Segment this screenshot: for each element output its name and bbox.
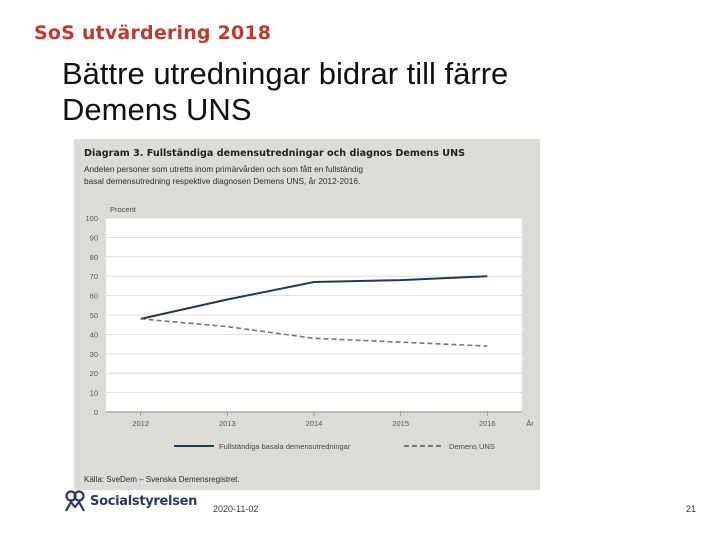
chart-subtitle-line1: Andelen personer som utretts inom primär… [84,164,363,174]
y-tick-label: 30 [90,350,98,359]
y-tick-label: 20 [90,369,98,378]
y-tick-label: 80 [90,253,98,262]
slide-title: Bättre utredningar bidrar till färre Dem… [62,56,682,128]
y-tick-label: 0 [94,408,98,417]
x-axis-label: År [526,419,534,428]
chart-panel: Diagram 3. Fullständiga demensutredninga… [74,139,540,490]
x-tick-label: 2016 [479,419,496,428]
footer-logo-text: Socialstyrelsen [90,493,198,509]
y-tick-label: 90 [90,233,98,242]
chart-title: Diagram 3. Fullständiga demensutredninga… [84,148,465,159]
footer-date: 2020-11-02 [213,504,259,514]
x-tick-label: 2012 [132,419,149,428]
slide-title-line1: Bättre utredningar bidrar till färre [62,56,509,91]
footer-logo: Socialstyrelsen [64,487,197,515]
y-tick-label: 100 [85,214,98,223]
y-axis-label: Procent [110,205,137,214]
legend-label: Fullständiga basala demensutredningar [219,442,351,451]
x-tick-label: 2015 [392,419,409,428]
x-tick-label: 2014 [306,419,323,428]
x-tick-label: 2013 [219,419,236,428]
header-label: SoS utvärdering 2018 [34,22,272,44]
line-chart: Diagram 3. Fullständiga demensutredninga… [84,148,534,484]
legend-label: Demens UNS [449,442,495,451]
y-tick-label: 10 [90,389,98,398]
slide-title-line2: Demens UNS [62,92,252,127]
y-tick-label: 70 [90,272,98,281]
footer-page-number: 21 [686,504,697,514]
chart-subtitle-line2: basal demensutredning respektive diagnos… [84,176,360,186]
series-line-demens-uns [140,318,488,347]
y-tick-label: 50 [90,311,98,320]
y-tick-label: 60 [90,292,98,301]
socialstyrelsen-logo-icon [65,490,85,512]
y-tick-label: 40 [90,330,98,339]
chart-source: Källa: SveDem – Svenska Demensregistret. [84,475,240,484]
